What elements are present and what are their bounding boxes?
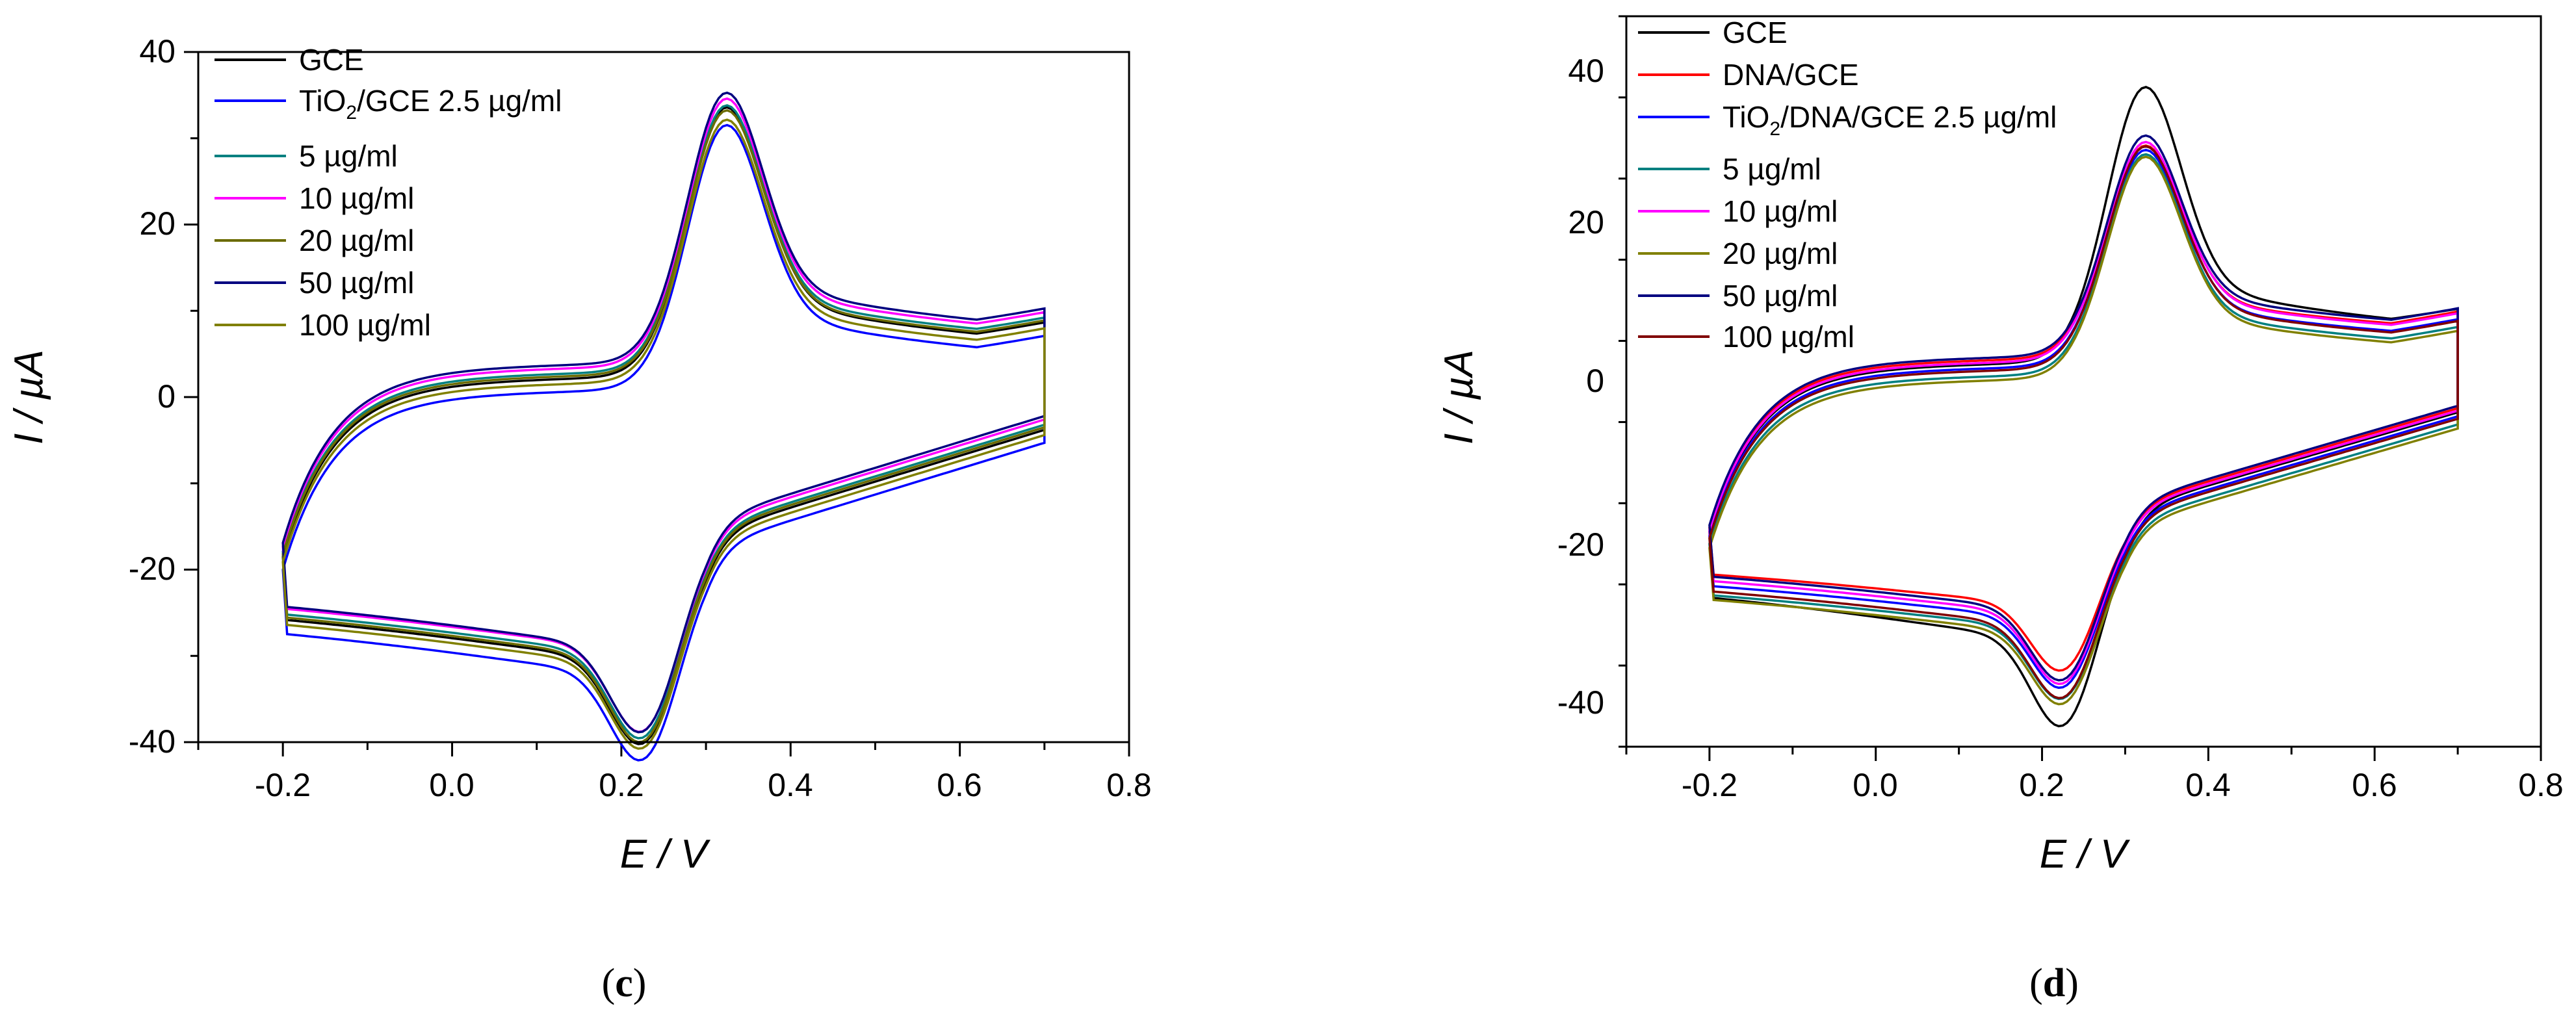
d-y-tick-label-1: -20 xyxy=(1557,526,1604,563)
d-series-line-2 xyxy=(1708,148,2459,690)
d-y-tick-label-3: 20 xyxy=(1568,204,1604,240)
c-y-tick-label-1: -20 xyxy=(129,550,176,587)
c-x-tick-label-5: 0.8 xyxy=(1106,767,1152,803)
d-panel-label: (d) xyxy=(2029,961,2079,1005)
d-legend-label-2: TiO2/DNA/GCE 2.5 µg/ml xyxy=(1723,100,2057,140)
c-axes-frame xyxy=(197,51,1130,743)
c-x-tick-label-4: 0.6 xyxy=(937,767,982,803)
c-legend-label-0: GCE xyxy=(299,43,364,77)
d-x-tick-label-0: -0.2 xyxy=(1682,767,1737,803)
chart-panel-d: -40 -20 0 20 40 -0.2 0.0 0.2 0.4 0.6 0.8… xyxy=(1437,15,2564,1005)
d-x-tick-label-5: 0.8 xyxy=(2518,767,2564,803)
d-y-axis-title: I / µA xyxy=(1437,350,1481,445)
d-legend: GCE DNA/GCE TiO2/DNA/GCE 2.5 µg/ml 5 µg/… xyxy=(1638,16,2057,354)
d-x-tick-label-1: 0.0 xyxy=(1853,767,1898,803)
d-legend-label-6: 50 µg/ml xyxy=(1723,279,1838,313)
d-legend-label-4: 10 µg/ml xyxy=(1723,194,1838,228)
c-series-line-1 xyxy=(281,123,1046,762)
d-legend-label-5: 20 µg/ml xyxy=(1723,237,1838,270)
c-legend-label-1: TiO2/GCE 2.5 µg/ml xyxy=(299,84,562,123)
d-x-tick-label-4: 0.6 xyxy=(2352,767,2397,803)
c-y-axis-title: I / µA xyxy=(7,350,51,445)
d-legend-label-7: 100 µg/ml xyxy=(1723,320,1854,354)
c-legend: GCE TiO2/GCE 2.5 µg/ml 5 µg/ml 10 µg/ml … xyxy=(215,43,562,342)
d-y-tick-label-2: 0 xyxy=(1586,363,1604,399)
c-legend-label-4: 20 µg/ml xyxy=(299,224,414,257)
d-legend-label-3: 5 µg/ml xyxy=(1723,152,1821,186)
d-ticks xyxy=(1619,15,2542,761)
c-x-axis-title: E / V xyxy=(620,832,711,877)
c-series-line-6 xyxy=(281,118,1046,750)
c-series-lines xyxy=(281,91,1046,762)
c-y-tick-label-4: 40 xyxy=(139,33,176,70)
c-x-tick-label-1: 0.0 xyxy=(429,767,475,803)
d-x-axis-title: E / V xyxy=(2040,832,2131,877)
c-y-tick-label-0: -40 xyxy=(129,723,176,760)
c-legend-label-6: 100 µg/ml xyxy=(299,308,431,342)
d-y-tick-label-4: 40 xyxy=(1568,53,1604,89)
c-y-tick-label-2: 0 xyxy=(157,378,176,415)
c-y-tick-label-3: 20 xyxy=(139,205,176,242)
c-x-tick-label-2: 0.2 xyxy=(599,767,644,803)
c-legend-label-5: 50 µg/ml xyxy=(299,266,414,300)
d-y-tick-label-0: -40 xyxy=(1557,684,1604,721)
d-series-line-0 xyxy=(1708,86,2459,728)
d-series-line-7 xyxy=(1708,145,2459,699)
c-x-tick-label-3: 0.4 xyxy=(768,767,813,803)
d-x-tick-label-3: 0.4 xyxy=(2185,767,2231,803)
d-legend-label-1: DNA/GCE xyxy=(1723,58,1859,92)
d-axes-frame xyxy=(1625,15,2542,748)
d-series-lines xyxy=(1708,86,2459,728)
d-legend-label-0: GCE xyxy=(1723,16,1788,49)
c-panel-label: (c) xyxy=(602,961,647,1005)
d-x-tick-label-2: 0.2 xyxy=(2019,767,2064,803)
chart-panel-c: -40 -20 0 20 40 -0.2 0.0 0.2 0.4 0.6 0.8… xyxy=(7,33,1152,1005)
c-legend-label-3: 10 µg/ml xyxy=(299,181,414,215)
c-x-tick-label-0: -0.2 xyxy=(255,767,311,803)
c-legend-label-2: 5 µg/ml xyxy=(299,139,398,173)
